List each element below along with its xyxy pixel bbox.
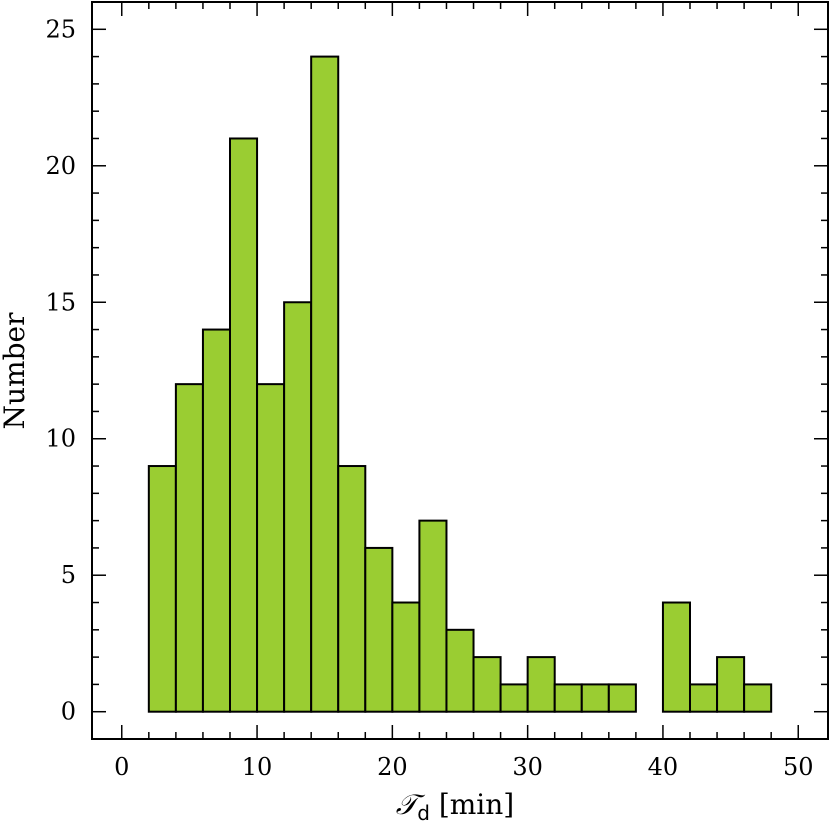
histogram-bar bbox=[472, 656, 502, 713]
histogram-bar bbox=[364, 546, 394, 713]
y-tick-label: 0 bbox=[61, 698, 76, 726]
bars-group bbox=[147, 55, 773, 713]
x-tick-label: 20 bbox=[377, 753, 408, 781]
histogram-bar bbox=[310, 55, 340, 713]
y-axis-label: Number bbox=[0, 312, 31, 430]
histogram-bar bbox=[743, 683, 773, 713]
histogram-bar bbox=[445, 628, 475, 713]
histogram-bar bbox=[337, 465, 367, 713]
histogram-bar bbox=[580, 683, 610, 713]
x-axis-label-unit: [min] bbox=[430, 788, 514, 821]
histogram-bar bbox=[391, 601, 421, 713]
x-tick-label: 0 bbox=[114, 753, 129, 781]
histogram-bar bbox=[499, 683, 529, 713]
y-tick-label: 10 bbox=[45, 425, 76, 453]
histogram-bar bbox=[607, 683, 637, 713]
histogram-bar bbox=[283, 301, 313, 713]
y-tick-label: 20 bbox=[45, 152, 76, 180]
histogram-bar bbox=[229, 137, 259, 713]
histogram-bar bbox=[553, 683, 583, 713]
plot-frame bbox=[91, 1, 829, 740]
histogram-bar bbox=[716, 656, 746, 713]
x-axis-label-subscript: d bbox=[417, 801, 430, 823]
histogram-bar bbox=[689, 683, 719, 713]
histogram-bar bbox=[526, 656, 556, 713]
histogram-bar bbox=[418, 519, 448, 713]
y-tick-label: 5 bbox=[61, 561, 76, 589]
x-tick-label: 10 bbox=[242, 753, 273, 781]
histogram-bar bbox=[256, 383, 286, 713]
x-tick-label: 30 bbox=[512, 753, 543, 781]
y-tick-label: 25 bbox=[45, 15, 76, 43]
x-tick-label: 40 bbox=[648, 753, 679, 781]
x-tick-label: 50 bbox=[783, 753, 814, 781]
histogram-bar bbox=[201, 328, 231, 713]
histogram-bar bbox=[174, 383, 204, 713]
y-tick-label: 15 bbox=[45, 288, 76, 316]
histogram-bar bbox=[147, 465, 177, 713]
ticks-group bbox=[92, 2, 828, 739]
tick-labels-group: 0 10 20 30 40 50 0 5 10 15 20 25 bbox=[45, 15, 813, 781]
histogram-bar bbox=[661, 601, 691, 713]
x-axis-label: 𝒯d [min] bbox=[396, 788, 514, 823]
